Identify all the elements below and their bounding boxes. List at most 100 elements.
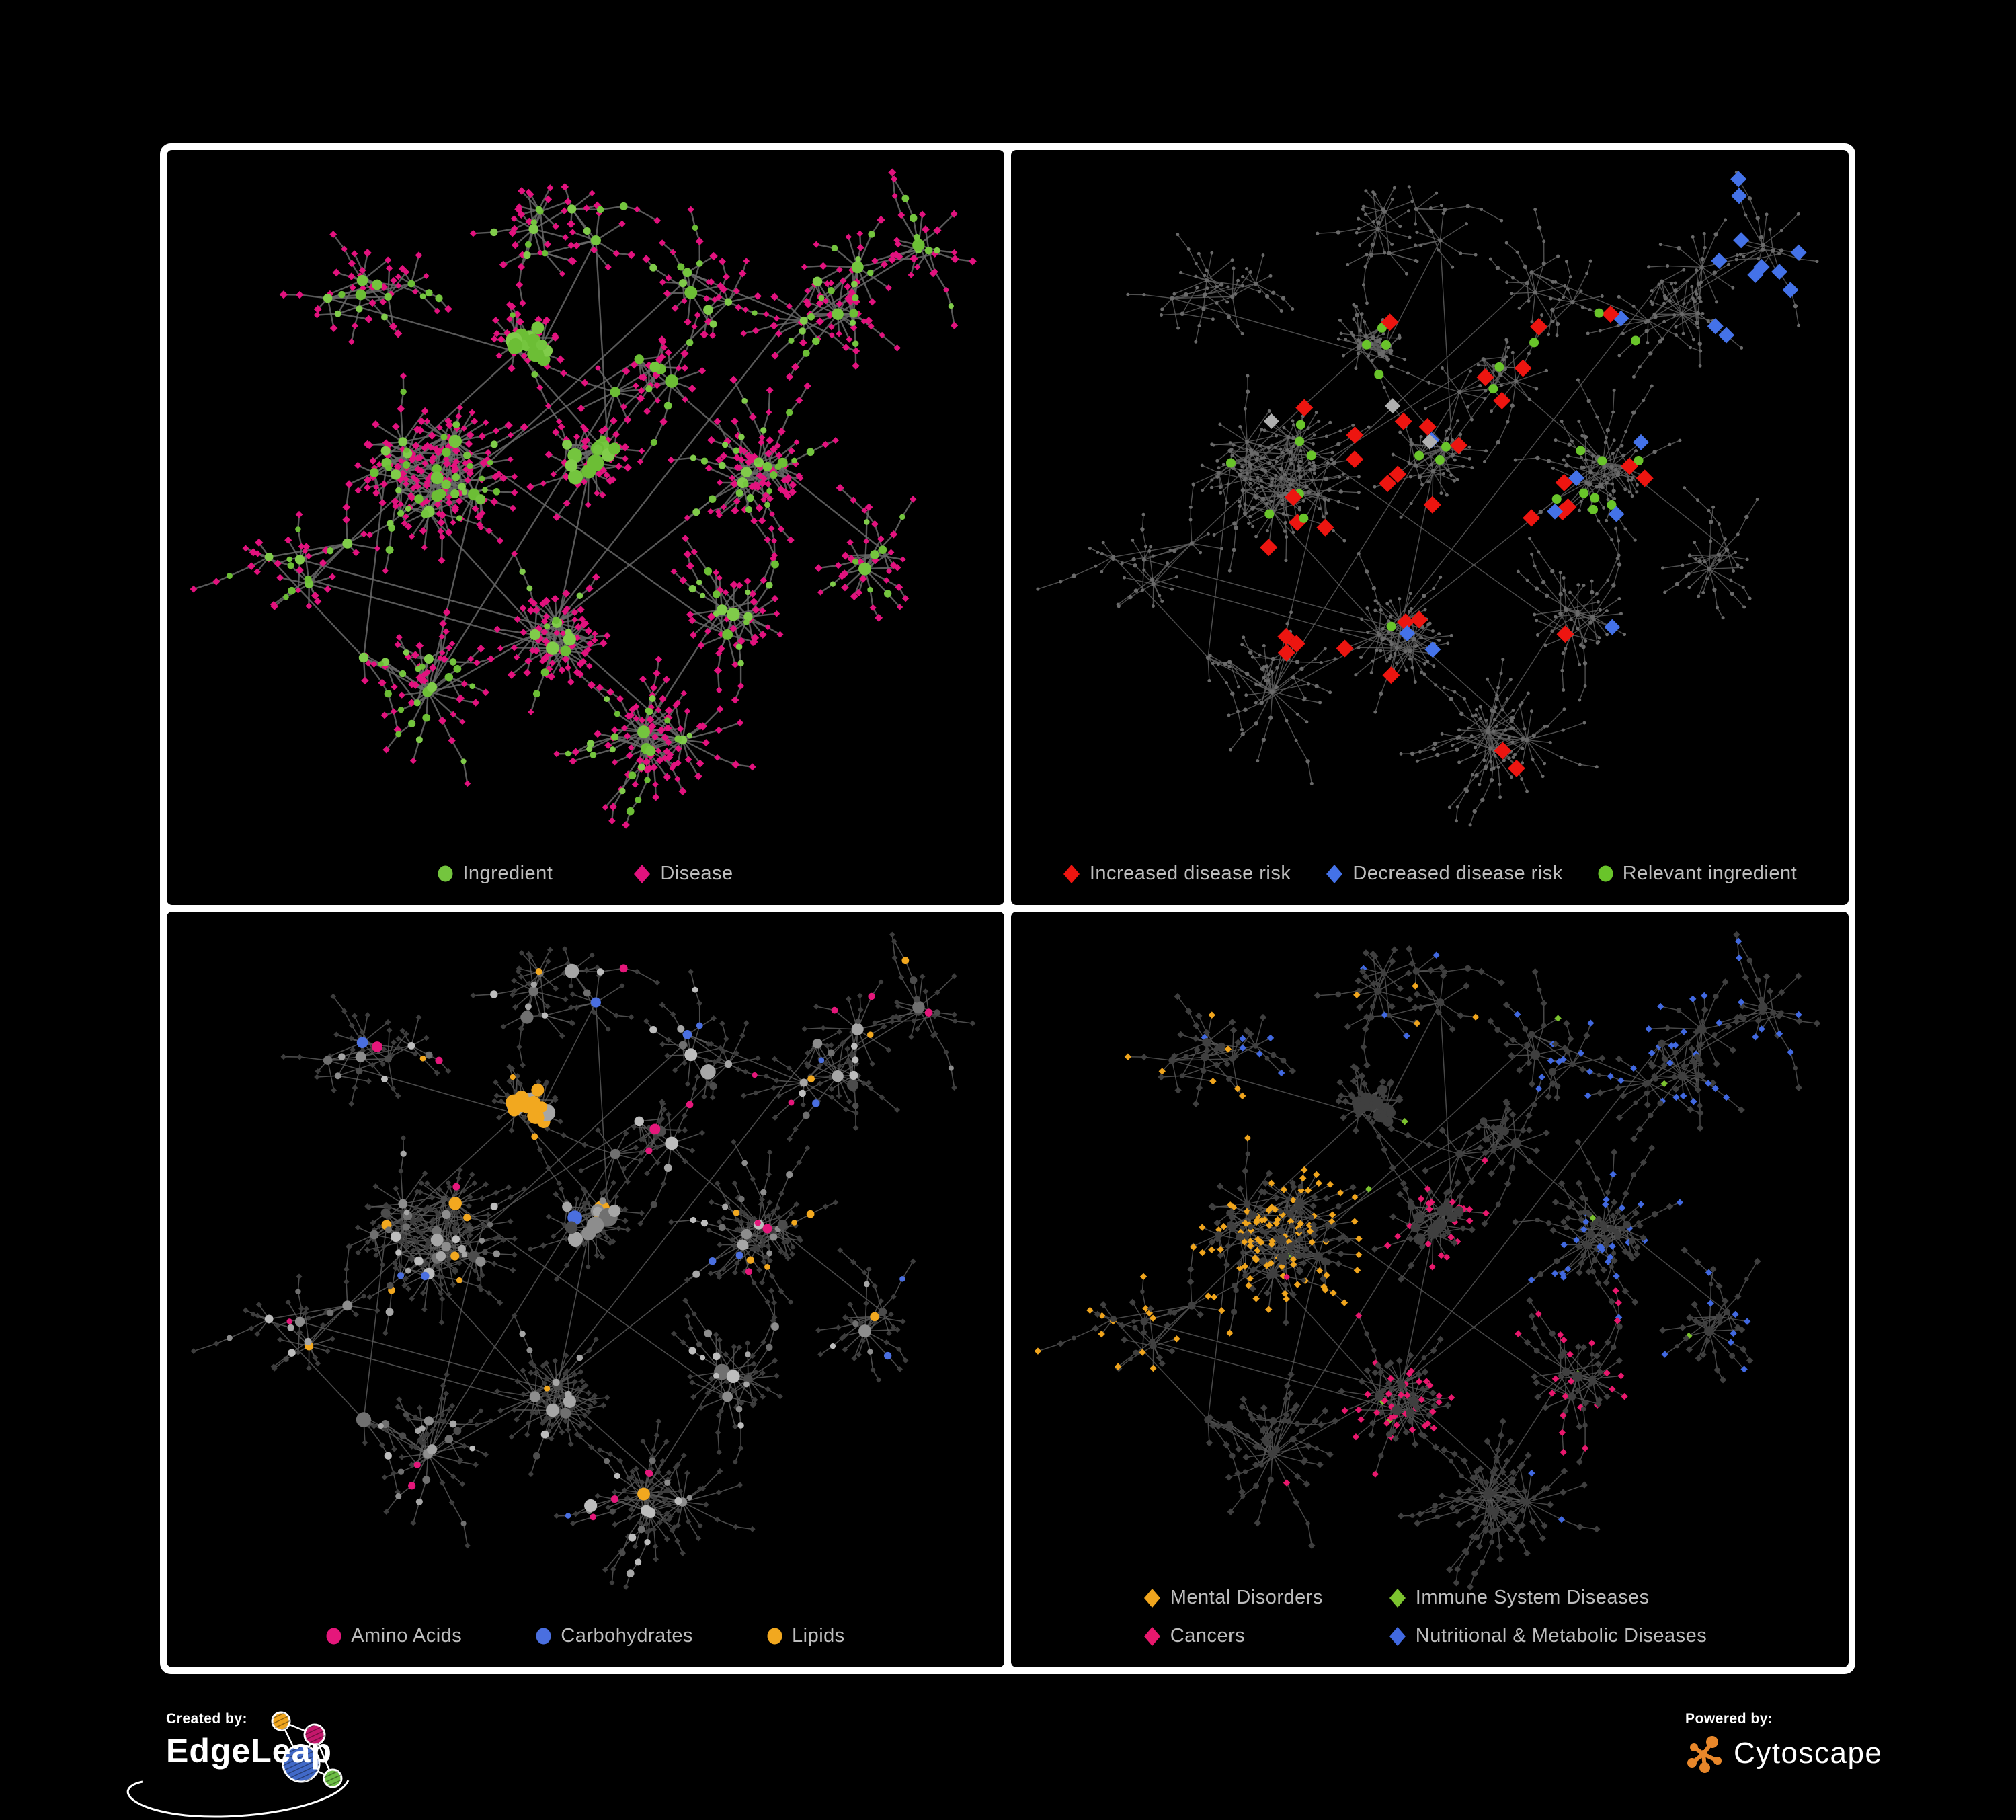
network-node-circle bbox=[1541, 775, 1545, 779]
network-node-circle bbox=[1712, 270, 1717, 275]
network-node-circle bbox=[1779, 248, 1784, 253]
network-node-diamond bbox=[1519, 1507, 1527, 1515]
network-node-diamond bbox=[1795, 1084, 1802, 1091]
network-node-circle bbox=[1662, 301, 1666, 305]
network-node-diamond bbox=[1247, 1030, 1254, 1038]
network-node-diamond bbox=[910, 496, 917, 503]
network-node-diamond bbox=[552, 428, 560, 436]
network-node-diamond bbox=[1320, 1283, 1328, 1291]
network-node-circle bbox=[1229, 1056, 1236, 1062]
network-node-circle bbox=[664, 717, 671, 724]
network-node-diamond bbox=[1738, 1326, 1746, 1333]
network-node-diamond bbox=[680, 690, 688, 697]
network-node-circle bbox=[1373, 192, 1377, 196]
network-node-diamond bbox=[606, 688, 614, 696]
network-node-diamond bbox=[1243, 1208, 1251, 1216]
network-node-diamond bbox=[856, 1351, 862, 1358]
network-node-diamond bbox=[1322, 1407, 1329, 1415]
network-node-diamond bbox=[1379, 474, 1397, 492]
network-node-circle bbox=[1340, 627, 1344, 631]
network-node-diamond bbox=[1716, 1019, 1723, 1027]
network-node-diamond bbox=[569, 1520, 576, 1527]
network-node-circle bbox=[1489, 1540, 1494, 1545]
network-node-circle bbox=[1226, 285, 1230, 289]
network-node-circle bbox=[742, 1243, 749, 1250]
network-node-circle bbox=[287, 562, 294, 569]
network-node-diamond bbox=[1549, 1080, 1557, 1088]
network-node-diamond bbox=[456, 404, 463, 411]
network-node-circle bbox=[1454, 819, 1458, 823]
network-node-diamond bbox=[731, 1180, 738, 1187]
network-node-diamond bbox=[870, 1367, 877, 1373]
network-node-diamond bbox=[1430, 1424, 1438, 1432]
network-node-diamond bbox=[1615, 1357, 1623, 1365]
network-node-diamond bbox=[1267, 1259, 1275, 1267]
network-node-circle bbox=[395, 1493, 402, 1499]
network-node-diamond bbox=[731, 696, 739, 704]
network-node-diamond bbox=[364, 483, 371, 491]
network-node-circle bbox=[828, 286, 835, 294]
network-node-circle bbox=[1543, 762, 1547, 766]
network-node-diamond bbox=[1240, 1238, 1248, 1246]
network-node-circle bbox=[536, 339, 548, 351]
network-node-circle bbox=[1506, 420, 1510, 424]
network-node-circle bbox=[1557, 298, 1561, 302]
network-node-circle bbox=[467, 463, 473, 469]
network-node-diamond bbox=[717, 1468, 723, 1474]
network-node-diamond bbox=[553, 1513, 560, 1519]
network-node-diamond bbox=[655, 656, 663, 663]
legend-item: Ingredient bbox=[438, 863, 553, 885]
network-node-diamond bbox=[1707, 318, 1724, 335]
network-node-diamond bbox=[1558, 1515, 1566, 1524]
network-node-circle bbox=[1570, 299, 1575, 305]
network-node-diamond bbox=[1226, 1329, 1234, 1337]
network-node-circle bbox=[1364, 265, 1368, 269]
network-node-diamond bbox=[586, 662, 593, 670]
network-node-diamond bbox=[778, 1190, 785, 1197]
network-node-diamond bbox=[1463, 982, 1470, 990]
network-node-diamond bbox=[604, 742, 612, 750]
network-node-circle bbox=[1110, 1315, 1117, 1322]
network-node-diamond bbox=[819, 262, 828, 270]
network-node-circle bbox=[1441, 442, 1451, 452]
network-node-diamond bbox=[1283, 1411, 1290, 1419]
network-node-circle bbox=[1375, 1392, 1384, 1401]
network-node-circle bbox=[1279, 475, 1284, 480]
network-node-diamond bbox=[1425, 1411, 1433, 1419]
network-node-diamond bbox=[1621, 1248, 1629, 1255]
network-node-diamond bbox=[1497, 1134, 1504, 1141]
network-node-circle bbox=[1349, 331, 1353, 335]
network-node-diamond bbox=[1412, 982, 1419, 990]
network-node-diamond bbox=[1484, 1437, 1491, 1445]
network-node-circle bbox=[493, 1250, 501, 1258]
network-node-circle bbox=[384, 292, 392, 301]
network-node-circle bbox=[692, 225, 698, 231]
network-node-diamond bbox=[1225, 1425, 1234, 1433]
network-node-diamond bbox=[897, 211, 905, 219]
network-node-diamond bbox=[857, 1320, 864, 1327]
network-node-circle bbox=[1215, 475, 1219, 479]
network-node-diamond bbox=[477, 1283, 483, 1290]
network-node-circle bbox=[1588, 482, 1592, 487]
network-node-diamond bbox=[1499, 1417, 1506, 1425]
network-node-circle bbox=[380, 446, 391, 456]
network-node-circle bbox=[1281, 498, 1285, 502]
network-node-diamond bbox=[354, 1224, 361, 1231]
network-node-diamond bbox=[296, 1054, 303, 1060]
network-node-circle bbox=[475, 1256, 486, 1267]
network-node-diamond bbox=[604, 264, 612, 271]
network-node-diamond bbox=[1621, 1392, 1628, 1400]
network-node-diamond bbox=[763, 311, 770, 317]
network-node-diamond bbox=[1496, 1556, 1504, 1563]
network-node-circle bbox=[1586, 1230, 1595, 1238]
network-node-diamond bbox=[483, 1451, 489, 1458]
network-node-circle bbox=[1408, 235, 1412, 239]
network-node-diamond bbox=[1689, 995, 1697, 1003]
network-node-diamond bbox=[1254, 1519, 1261, 1527]
network-node-circle bbox=[1344, 338, 1348, 342]
powered-by-label: Powered by: bbox=[1685, 1711, 1773, 1727]
network-node-circle bbox=[1331, 528, 1335, 532]
network-node-diamond bbox=[1615, 1084, 1622, 1092]
network-node-circle bbox=[1246, 374, 1250, 378]
network-node-circle bbox=[649, 1026, 657, 1034]
